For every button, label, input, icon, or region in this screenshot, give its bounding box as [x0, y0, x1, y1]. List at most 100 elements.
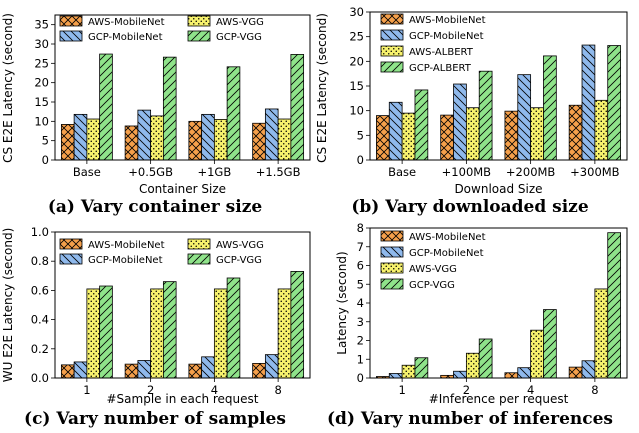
bar-gcp-mobilenet-1 [388, 373, 403, 379]
bar-gcp-vgg-2 [478, 338, 493, 379]
legend-swatch-aws-vgg [380, 262, 404, 274]
y-tick-label: 10 [34, 114, 49, 128]
bar-gcp-mobilenet-2 [453, 370, 467, 379]
panel-a: 0 5 10 15 20 25 30 35 Base +0.5GB +1GB +1.5GB Contai… [1, 13, 311, 196]
bar-gcp-vgg-1 [414, 357, 429, 379]
bar-aws-mobilenet-300mb [568, 104, 583, 161]
x-axis-title: #Sample in each request [107, 392, 259, 406]
y-tick-label: 20 [349, 54, 364, 68]
x-axis-title: #Inference per request [429, 392, 569, 406]
y-tick-label: 0.0 [31, 371, 49, 385]
x-tick-label: 8 [591, 383, 598, 397]
legend-swatch-aws-vgg [187, 15, 211, 27]
x-tick-label: Base [73, 165, 101, 179]
panel-b: 0 5 10 15 20 25 30 Base +100MB +200MB +300MB Downlo… [315, 5, 628, 196]
y-tick-label: 0 [42, 153, 49, 167]
y-tick-label: 0.2 [31, 342, 49, 356]
legend-label-aws-vgg: AWS-VGG [409, 264, 457, 275]
panel-d: 0 1 2 3 4 5 6 7 8 1 2 4 8 #Inference per request Laten… [335, 221, 628, 406]
bar-gcp-mobilenet-8 [264, 354, 279, 379]
legend-swatch-gcp-mobilenet [59, 253, 83, 265]
y-tick-label: 7 [357, 240, 364, 254]
bar-aws-mobilenet-8 [252, 362, 266, 379]
x-tick-label: +100MB [442, 165, 492, 179]
legend-label-gcp-vgg: GCP-VGG [409, 280, 455, 291]
x-tick-label: +1.5GB [256, 165, 301, 179]
bar-gcp-vgg-4 [543, 309, 557, 379]
bar-gcp-albert-300mb [607, 45, 621, 161]
bar-gcp-mobilenet-300mb [581, 44, 596, 161]
bar-gcp-vgg-base [99, 53, 113, 161]
bar-gcp-albert-200mb [543, 55, 557, 161]
bar-aws-vgg-4 [213, 288, 228, 379]
plot-frame [369, 11, 628, 161]
legend-label-aws-vgg: AWS-VGG [216, 17, 264, 28]
x-tick-label: +1GB [197, 165, 231, 179]
bar-aws-mobilenet-0-5gb [124, 125, 139, 161]
legend-label-gcp-mobilenet: GCP-MobileNet [88, 255, 163, 266]
y-tick-label: 15 [349, 79, 364, 93]
legend-swatch-aws-mobilenet [59, 238, 83, 250]
bar-gcp-mobilenet-4 [517, 367, 532, 379]
x-tick-label: 2 [463, 383, 470, 397]
bar-gcp-vgg-1gb [226, 66, 241, 161]
bar-aws-mobilenet-base [376, 115, 390, 161]
legend-label-gcp-vgg: GCP-VGG [216, 255, 262, 266]
y-tick-label: 5 [357, 277, 364, 291]
x-tick-label: 8 [274, 383, 281, 397]
bar-gcp-mobilenet-4 [201, 356, 215, 379]
legend-label-gcp-albert: GCP-ALBERT [409, 63, 472, 74]
legend-swatch-aws-albert [380, 45, 404, 57]
caption-c: (c) Vary number of samples [24, 409, 286, 429]
legend-swatch-gcp-mobilenet [380, 246, 404, 258]
plot-frame [369, 227, 628, 379]
y-tick-label: 0 [357, 371, 364, 385]
legend-label-aws-mobilenet: AWS-MobileNet [88, 240, 165, 251]
legend-swatch-gcp-vgg [187, 253, 211, 265]
x-tick-label: 1 [398, 383, 405, 397]
plot-frame [54, 14, 311, 161]
bar-gcp-mobilenet-1-5gb [264, 108, 279, 161]
y-tick-label: 25 [34, 56, 49, 70]
legend-label-aws-mobilenet: AWS-MobileNet [88, 17, 165, 28]
y-axis-title: Latency (second) [335, 251, 349, 354]
bar-aws-mobilenet-base [60, 124, 75, 161]
bar-aws-mobilenet-1gb [188, 120, 203, 161]
bar-gcp-mobilenet-base [388, 101, 403, 161]
legend-label-aws-vgg: AWS-VGG [216, 240, 264, 251]
caption-b: (b) Vary downloaded size [351, 197, 589, 217]
legend-swatch-aws-mobilenet [59, 15, 83, 27]
y-tick-label: 8 [357, 221, 364, 235]
bar-aws-vgg-0-5gb [150, 115, 164, 161]
bar-gcp-mobilenet-0-5gb [137, 109, 152, 161]
bar-gcp-mobilenet-1gb [201, 113, 215, 161]
bar-gcp-mobilenet-base [73, 113, 88, 161]
bar-gcp-vgg-0-5gb [162, 56, 177, 161]
x-tick-label: +300MB [570, 165, 620, 179]
caption-a: (a) Vary container size [48, 197, 263, 217]
x-tick-label: 2 [147, 383, 154, 397]
legend-swatch-gcp-mobilenet [380, 29, 404, 41]
y-tick-label: 5 [42, 134, 49, 148]
x-tick-label: 1 [83, 383, 90, 397]
bar-aws-mobilenet-8 [568, 366, 583, 379]
legend-swatch-aws-mobilenet [380, 230, 404, 242]
y-tick-label: 30 [349, 5, 364, 19]
bar-aws-vgg-1 [86, 288, 101, 379]
legend-label-gcp-mobilenet: GCP-MobileNet [409, 31, 484, 42]
legend-swatch-gcp-vgg [187, 30, 211, 42]
bar-gcp-vgg-8 [290, 271, 305, 379]
bar-aws-vgg-base [86, 118, 101, 161]
bar-gcp-albert-100mb [478, 70, 493, 161]
y-axis-title: WU E2E Latency (second) [1, 228, 15, 382]
bar-aws-mobilenet-200mb [504, 110, 519, 161]
legend-label-gcp-mobilenet: GCP-MobileNet [409, 248, 484, 259]
bar-aws-mobilenet-100mb [440, 114, 454, 161]
bar-aws-mobilenet-1 [60, 364, 75, 379]
y-tick-label: 20 [34, 76, 49, 90]
y-tick-label: 10 [349, 104, 364, 118]
bar-aws-vgg-1gb [213, 119, 228, 161]
bar-aws-vgg-1 [401, 364, 416, 379]
bar-gcp-vgg-4 [226, 277, 241, 379]
bar-aws-albert-100mb [465, 107, 480, 161]
